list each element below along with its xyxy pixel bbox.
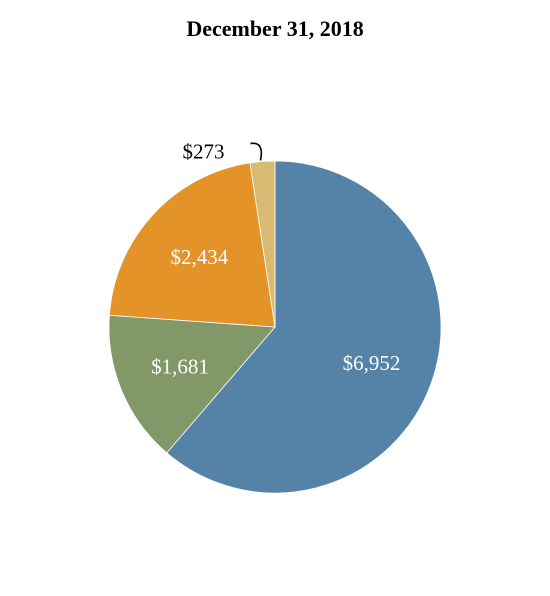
pie-label-1: $1,681 [151, 355, 209, 379]
pie-slice-1 [108, 314, 276, 454]
pie-slice-2 [108, 162, 276, 328]
pie-labels: $6,952 $1,681 $2,434 $273 [151, 139, 400, 378]
leader-line-273 [250, 142, 263, 161]
chart-title: December 31, 2018 [186, 16, 364, 41]
pie-slices [108, 160, 442, 494]
pie-label-2: $2,434 [170, 245, 228, 269]
pie-label-0: $6,952 [343, 351, 401, 375]
pie-slice-3 [249, 160, 276, 328]
pie-label-3: $273 [182, 139, 224, 163]
pie-slice-0 [166, 160, 442, 494]
